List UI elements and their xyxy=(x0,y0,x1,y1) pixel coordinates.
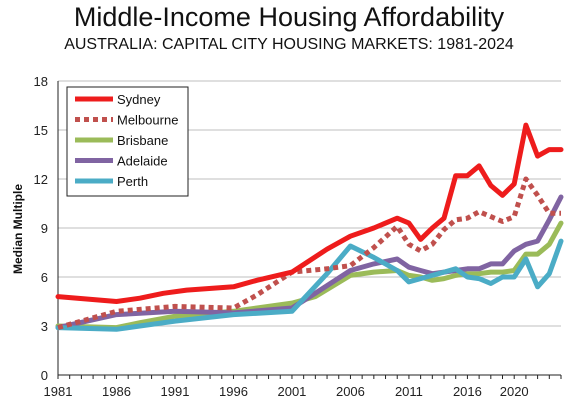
y-axis-label: Median Multiple xyxy=(11,184,25,274)
y-tick-labels: 0 3 6 9 12 15 18 xyxy=(34,74,48,383)
series-line-perth xyxy=(55,238,564,332)
series-lines xyxy=(55,122,564,332)
legend-label-brisbane: Brisbane xyxy=(117,133,168,148)
x-tick-label: 2016 xyxy=(453,384,482,399)
legend-label-adelaide: Adelaide xyxy=(117,154,168,169)
y-tick-label: 15 xyxy=(34,123,48,138)
chart-title: Middle-Income Housing Affordability xyxy=(73,2,505,32)
series-line-sydney xyxy=(55,122,564,304)
y-tick-label: 3 xyxy=(41,319,48,334)
y-tick-label: 0 xyxy=(41,368,48,383)
x-tick-label: 1991 xyxy=(161,384,190,399)
x-tick-label: 2001 xyxy=(277,384,306,399)
legend-label-melbourne: Melbourne xyxy=(117,113,178,128)
y-tick-label: 12 xyxy=(34,172,48,187)
legend: Sydney Melbourne Brisbane Adelaide Perth xyxy=(66,86,189,197)
x-tick-label: 1996 xyxy=(219,384,248,399)
x-tick-label: 2006 xyxy=(336,384,365,399)
legend-label-perth: Perth xyxy=(117,174,148,189)
chart-subtitle: AUSTRALIA: CAPITAL CITY HOUSING MARKETS:… xyxy=(64,36,514,53)
y-tick-label: 9 xyxy=(41,221,48,236)
series-line-melbourne xyxy=(57,176,561,331)
y-tick-label: 18 xyxy=(34,74,48,89)
legend-label-sydney: Sydney xyxy=(117,92,161,107)
x-tick-label: 2011 xyxy=(395,384,423,399)
x-tick-label: 1986 xyxy=(102,384,131,399)
x-tick-label: 1981 xyxy=(44,384,73,399)
x-tick-label: 2020 xyxy=(500,384,529,399)
y-tick-label: 6 xyxy=(41,270,48,285)
x-tick-labels: 1981 1986 1991 1996 2001 2006 2011 2016 2020 xyxy=(44,384,529,399)
